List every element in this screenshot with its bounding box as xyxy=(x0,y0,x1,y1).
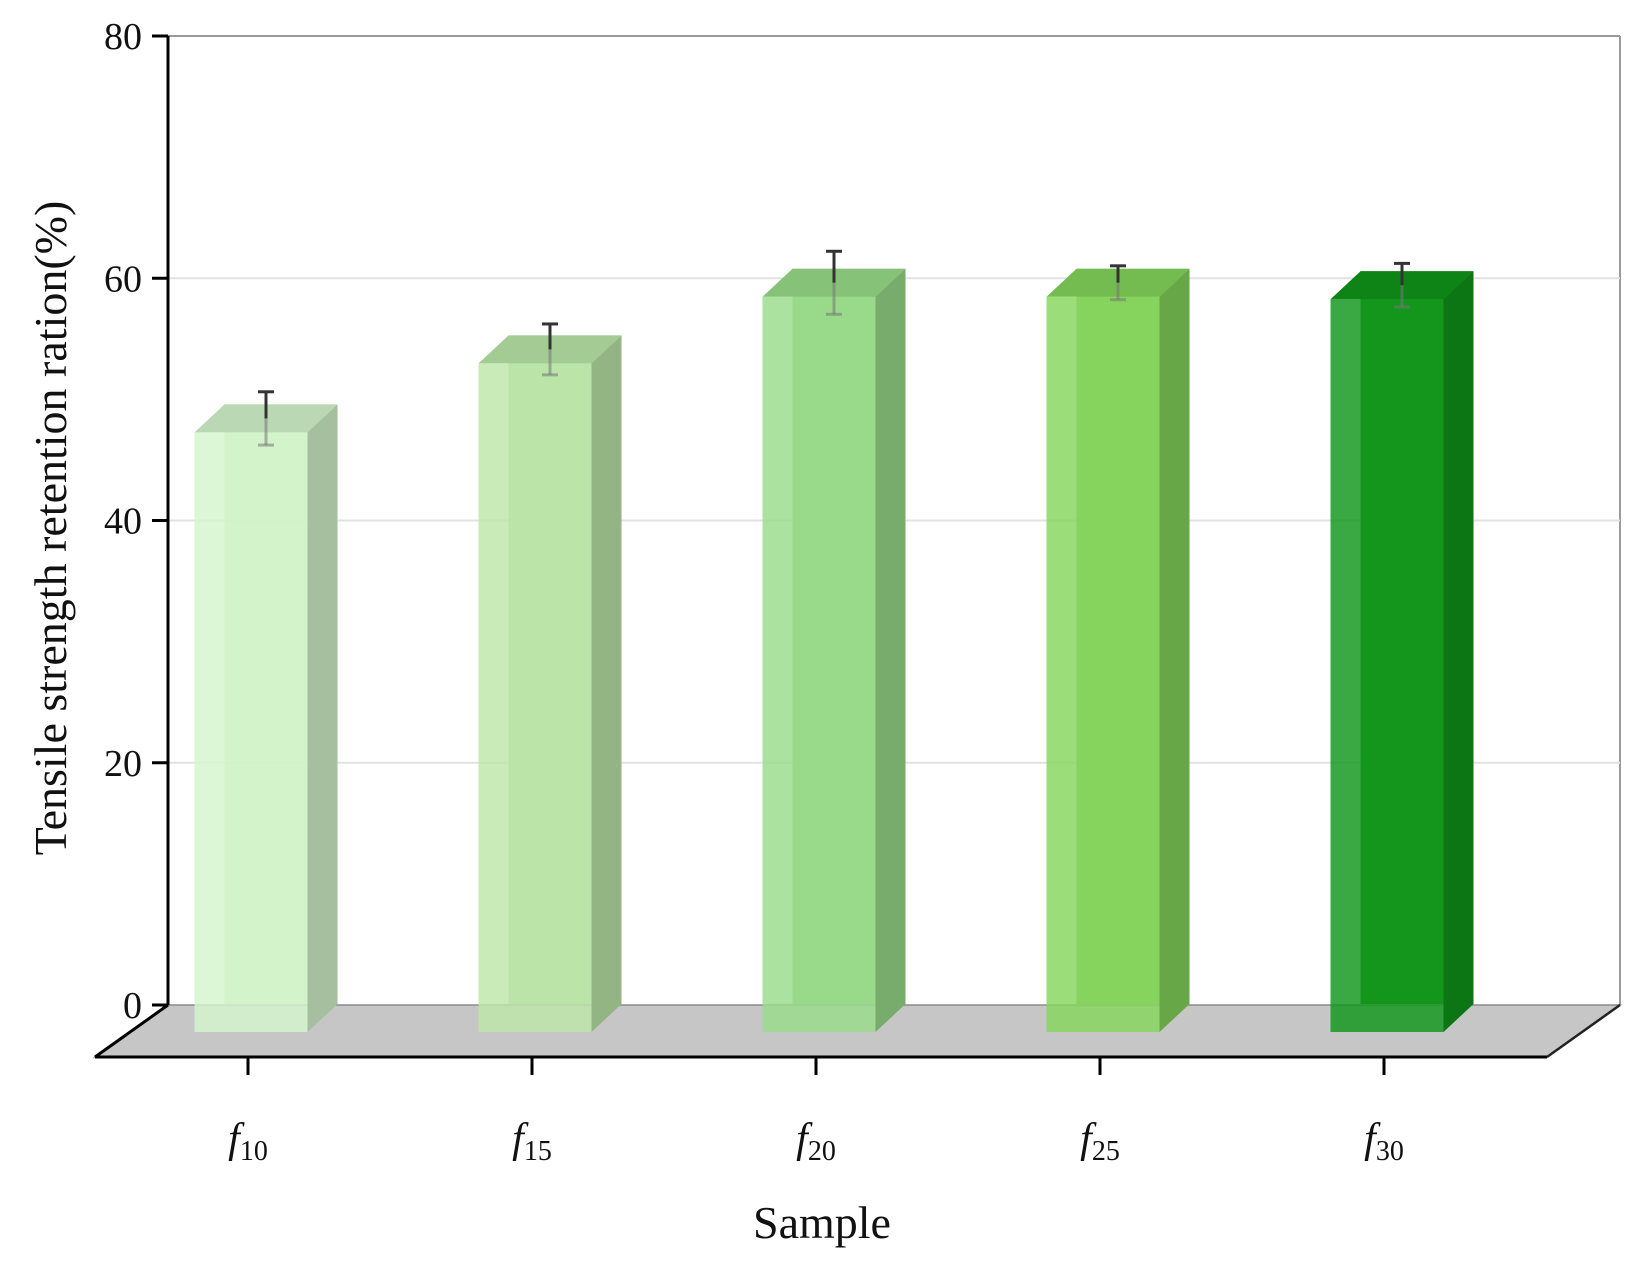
y-tick-label: 40 xyxy=(104,501,142,543)
bar xyxy=(762,249,906,1032)
bar-side-face xyxy=(591,335,622,1032)
bar-front-face xyxy=(194,432,308,1032)
bar xyxy=(1046,264,1190,1032)
y-tick-labels: 0 20 40 60 80 xyxy=(104,16,142,1027)
x-tick-label: f30 xyxy=(1364,1116,1404,1167)
y-tick-label: 0 xyxy=(123,985,142,1027)
bar xyxy=(478,322,622,1032)
bar-front-face xyxy=(1046,296,1160,1032)
bar-front-face xyxy=(1330,299,1444,1033)
bar-side-face xyxy=(1443,271,1474,1033)
x-tick-label: f20 xyxy=(796,1116,836,1167)
x-axis-title: Sample xyxy=(753,1197,891,1248)
x-tick-label: f10 xyxy=(228,1116,268,1167)
bars xyxy=(194,249,1474,1033)
bar-side-face xyxy=(875,268,906,1032)
bar-front-face xyxy=(478,363,592,1032)
floor-right-edge xyxy=(1546,1003,1621,1059)
y-axis-depth-line xyxy=(94,1003,169,1059)
y-tick-label: 60 xyxy=(104,258,142,300)
y-tick-label: 20 xyxy=(104,743,142,785)
axes xyxy=(94,34,1547,1075)
y-tick-label: 80 xyxy=(104,16,142,58)
x-tick-labels: f10 f15 f20 f25 f30 xyxy=(228,1116,1404,1167)
y-axis-title: Tensile strength retention ration(%) xyxy=(25,201,76,856)
bar xyxy=(194,390,338,1032)
bar xyxy=(1330,261,1474,1033)
x-tick-label: f15 xyxy=(512,1116,552,1167)
bar-side-face xyxy=(307,404,338,1032)
bar-side-face xyxy=(1159,268,1190,1032)
x-tick-label: f25 xyxy=(1080,1116,1120,1167)
bar-front-face xyxy=(762,296,876,1032)
